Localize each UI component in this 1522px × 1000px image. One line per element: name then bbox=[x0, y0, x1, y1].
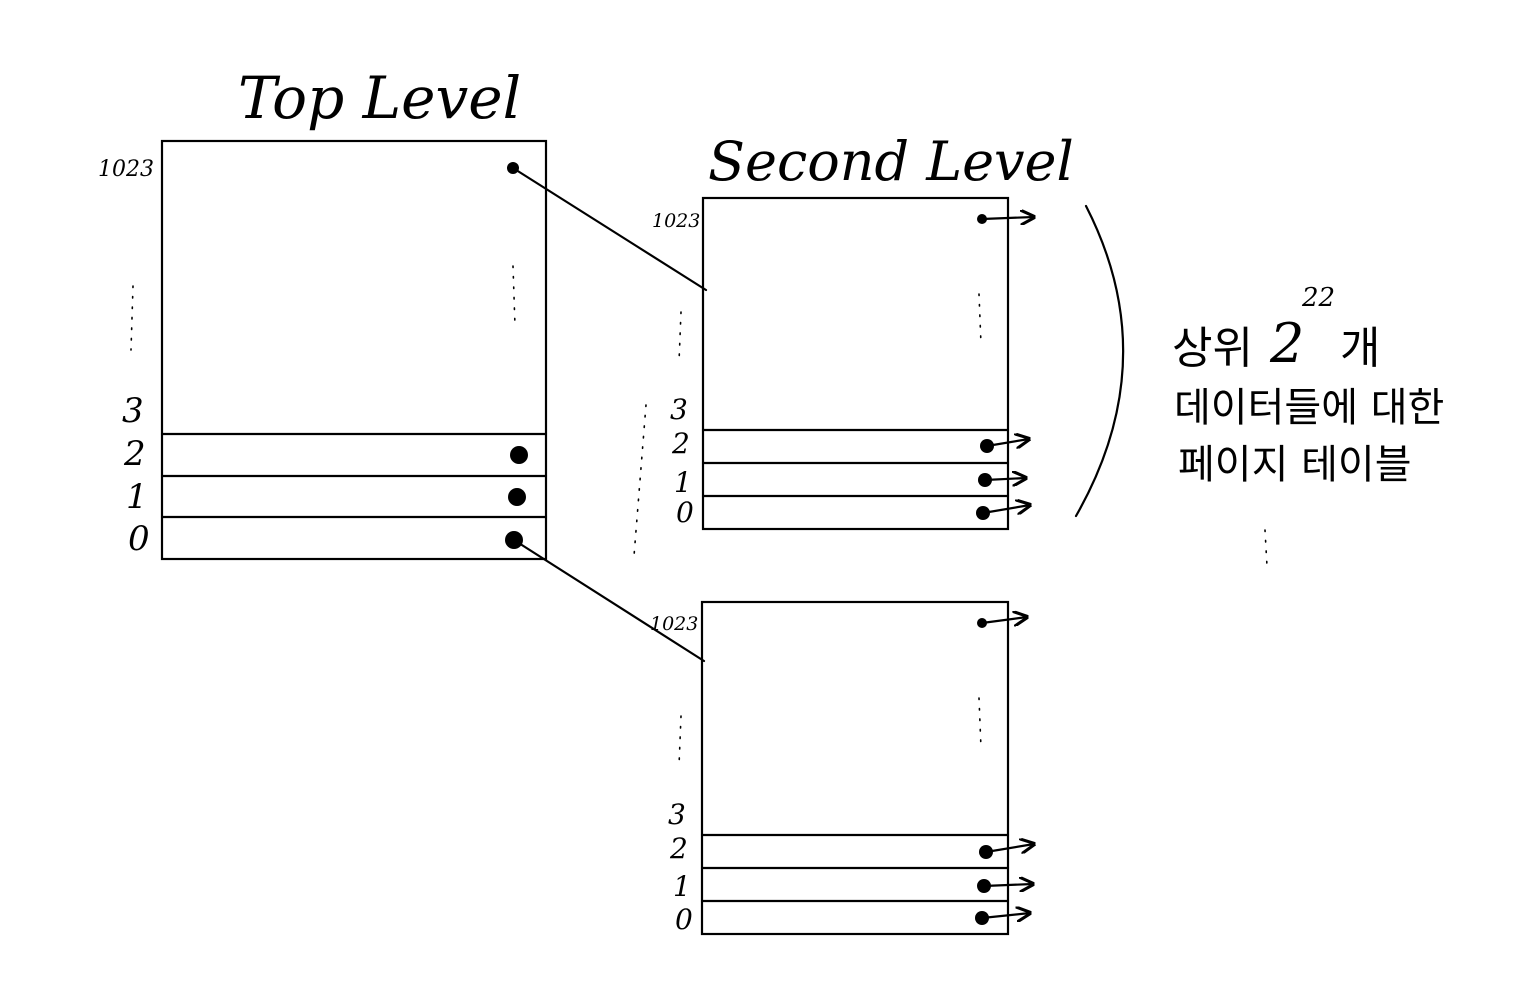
connector-1023-to-second-level-a bbox=[511, 166, 708, 292]
annotation-line1-prefix: 상위 bbox=[1172, 323, 1253, 374]
top-level-table: Top Level 1023 3 2 1 0 bbox=[98, 64, 548, 561]
second-level-b-entry-0-arrow bbox=[980, 913, 1030, 918]
top-level-index-1: 1 bbox=[126, 477, 148, 517]
second-level-a-entry-2-pointer bbox=[980, 439, 994, 453]
second-level-b-index-3: 3 bbox=[668, 798, 686, 831]
second-level-a-index-1: 1 bbox=[674, 466, 692, 499]
second-level-a-ellipsis bbox=[678, 311, 682, 363]
second-level-b-index-1: 1 bbox=[673, 870, 691, 903]
second-level-b-entry-1023-arrow bbox=[980, 617, 1027, 623]
second-level-a-inner-ellipsis bbox=[978, 293, 982, 345]
second-level-a-ellipsis-lower bbox=[633, 404, 647, 557]
second-level-a-index-0: 0 bbox=[676, 496, 694, 529]
top-level-index-3: 3 bbox=[122, 391, 144, 431]
second-level-b-entry-0-pointer bbox=[975, 911, 989, 925]
second-level-a-index-3: 3 bbox=[670, 393, 688, 426]
second-level-b-entry-1023-pointer bbox=[977, 618, 987, 628]
second-level-a-index-1023: 1023 bbox=[652, 210, 700, 232]
second-level-a-entry-0-arrow bbox=[981, 505, 1030, 513]
annotation-ellipsis bbox=[1264, 529, 1268, 567]
second-level-a-index-2: 2 bbox=[671, 427, 690, 460]
second-level-b-ellipsis bbox=[678, 715, 682, 767]
second-level-b-entry-1-pointer bbox=[977, 879, 991, 893]
annotation-bracket bbox=[1074, 204, 1125, 518]
annotation-unit: 개 bbox=[1340, 323, 1380, 374]
second-level-a-entry-1023-arrow bbox=[980, 217, 1034, 219]
second-level-b-entry-2-pointer bbox=[979, 845, 993, 859]
top-level-index-2: 2 bbox=[123, 434, 146, 474]
top-level-title: Top Level bbox=[238, 64, 521, 132]
top-level-index-0: 0 bbox=[128, 519, 150, 559]
connector-0-to-second-level-b bbox=[512, 538, 706, 663]
second-level-a-entry-1023-pointer bbox=[977, 214, 987, 224]
second-level-table-b: 1023 3 2 1 0 bbox=[650, 600, 1034, 936]
annotation-base: 2 bbox=[1269, 312, 1304, 375]
annotation-line3: 페이지 테이블 bbox=[1178, 442, 1412, 488]
second-level-b-index-2: 2 bbox=[669, 832, 688, 865]
second-level-a-entry-1-pointer bbox=[978, 473, 992, 487]
top-level-table-box bbox=[160, 139, 548, 561]
second-level-b-index-0: 0 bbox=[675, 903, 693, 936]
second-level-a-box bbox=[701, 196, 1010, 531]
annotation: 상위 2 22 개 데이터들에 대한 페이지 테이블 bbox=[1074, 204, 1444, 567]
annotation-line2: 데이터들에 대한 bbox=[1174, 385, 1444, 431]
second-level-b-entry-1-arrow bbox=[982, 884, 1033, 886]
annotation-exponent: 22 bbox=[1301, 283, 1335, 313]
top-level-inner-ellipsis bbox=[512, 265, 516, 327]
top-level-entry-2-pointer bbox=[510, 446, 528, 464]
second-level-table-a: Second Level 1023 3 2 1 0 bbox=[633, 130, 1074, 557]
second-level-b-index-1023: 1023 bbox=[650, 613, 698, 635]
second-level-b-entry-2-arrow bbox=[984, 844, 1034, 852]
second-level-b-box bbox=[700, 600, 1010, 936]
second-level-a-entry-0-pointer bbox=[976, 506, 990, 520]
top-level-entry-1-pointer bbox=[508, 488, 526, 506]
top-level-index-1023: 1023 bbox=[98, 157, 154, 182]
second-level-title: Second Level bbox=[708, 130, 1074, 193]
second-level-a-entry-2-arrow bbox=[985, 439, 1029, 446]
second-level-b-inner-ellipsis bbox=[978, 697, 982, 749]
top-level-ellipsis bbox=[130, 285, 134, 351]
